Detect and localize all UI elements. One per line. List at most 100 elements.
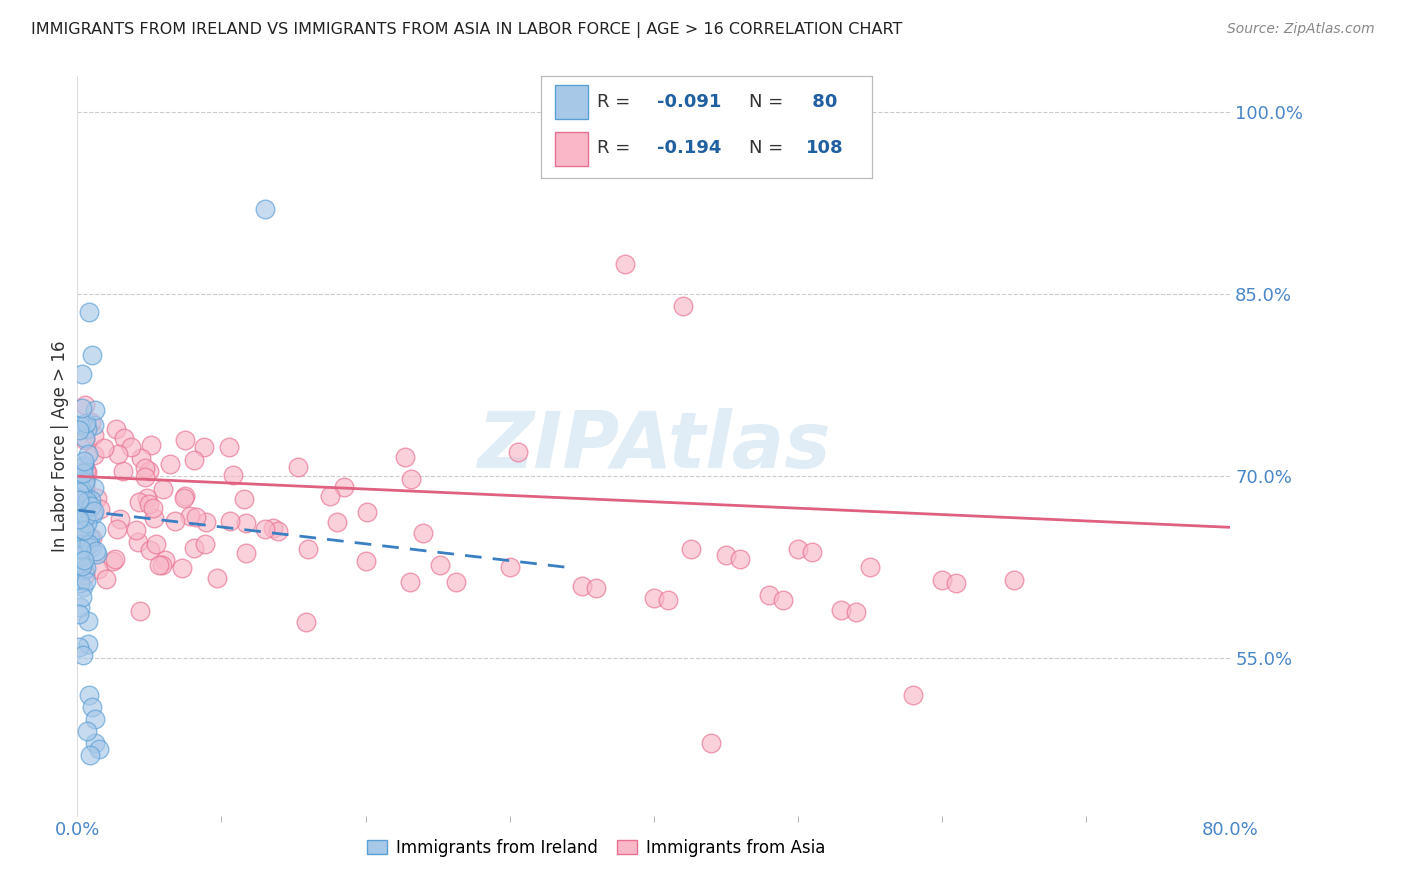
Point (235, 546, 257, 560)
Point (134, 470, 156, 484)
Point (127, 535, 149, 549)
Point (714, 548, 737, 562)
Point (73, 496, 96, 510)
Text: 108: 108 (806, 139, 844, 157)
Point (70, 401, 93, 416)
Point (444, 574, 467, 589)
Point (75, 431, 97, 445)
Point (72, 498, 94, 512)
Point (903, 688, 925, 702)
Point (73, 496, 96, 510)
Point (571, 578, 593, 592)
Point (394, 450, 416, 464)
Point (75, 509, 97, 524)
Point (76, 465, 98, 479)
Point (830, 603, 852, 617)
Point (80, 499, 103, 513)
Point (787, 542, 810, 557)
Point (67, 485, 90, 500)
Point (758, 588, 780, 602)
Point (194, 515, 217, 529)
Point (183, 541, 205, 556)
Point (173, 433, 195, 447)
Point (138, 497, 160, 511)
Point (69, 480, 91, 494)
Point (295, 615, 318, 629)
Point (69, 600, 91, 615)
Point (142, 510, 165, 524)
Point (76, 493, 98, 508)
Point (80, 531, 103, 545)
Point (73, 462, 96, 476)
Point (730, 552, 752, 566)
Point (87, 742, 110, 756)
Point (82, 508, 104, 522)
Point (184, 509, 207, 524)
Legend: Immigrants from Ireland, Immigrants from Asia: Immigrants from Ireland, Immigrants from… (360, 832, 832, 863)
Point (138, 542, 160, 557)
Point (193, 440, 215, 454)
Point (72, 580, 94, 594)
Point (772, 593, 794, 607)
Point (73, 472, 96, 486)
Point (77, 688, 100, 702)
Point (319, 489, 342, 503)
Point (76, 447, 98, 461)
Point (235, 516, 257, 531)
Point (170, 561, 193, 575)
Point (94, 573, 117, 587)
Point (253, 522, 276, 536)
Point (700, 736, 723, 750)
Point (643, 591, 665, 605)
Point (83, 403, 105, 417)
Point (155, 553, 177, 567)
Text: N =: N = (749, 93, 783, 111)
Point (83, 736, 105, 750)
Point (412, 526, 434, 541)
Point (399, 472, 422, 486)
Point (120, 440, 142, 454)
Point (165, 515, 187, 529)
Point (101, 554, 124, 568)
Point (86, 491, 108, 505)
Point (218, 440, 240, 454)
Point (73, 552, 96, 566)
Point (79, 531, 101, 545)
Point (672, 300, 695, 314)
Point (585, 581, 607, 595)
Point (183, 452, 205, 467)
Point (83, 504, 105, 518)
Text: -0.091: -0.091 (657, 93, 721, 111)
Point (67, 558, 90, 572)
Point (83, 427, 105, 442)
Point (657, 593, 679, 607)
Point (83, 448, 105, 462)
Point (148, 558, 170, 572)
Point (84, 544, 107, 558)
Point (70, 474, 93, 488)
Point (354, 554, 377, 568)
Point (77, 305, 100, 319)
Point (72, 648, 94, 663)
Text: -0.194: -0.194 (657, 139, 721, 157)
Point (84, 523, 107, 537)
Point (72, 459, 94, 474)
Point (67, 640, 90, 655)
Point (267, 524, 290, 538)
Point (179, 508, 201, 523)
Point (681, 542, 703, 557)
Point (356, 505, 378, 519)
Point (67, 423, 90, 437)
Point (233, 491, 256, 506)
Point (76, 490, 98, 504)
Point (76, 724, 98, 739)
Point (173, 491, 195, 506)
Point (112, 431, 135, 445)
Point (72, 590, 94, 604)
Point (105, 522, 128, 536)
Point (945, 576, 967, 591)
Point (142, 501, 165, 516)
Point (70, 542, 93, 557)
Point (75, 464, 97, 478)
Point (80, 348, 103, 362)
